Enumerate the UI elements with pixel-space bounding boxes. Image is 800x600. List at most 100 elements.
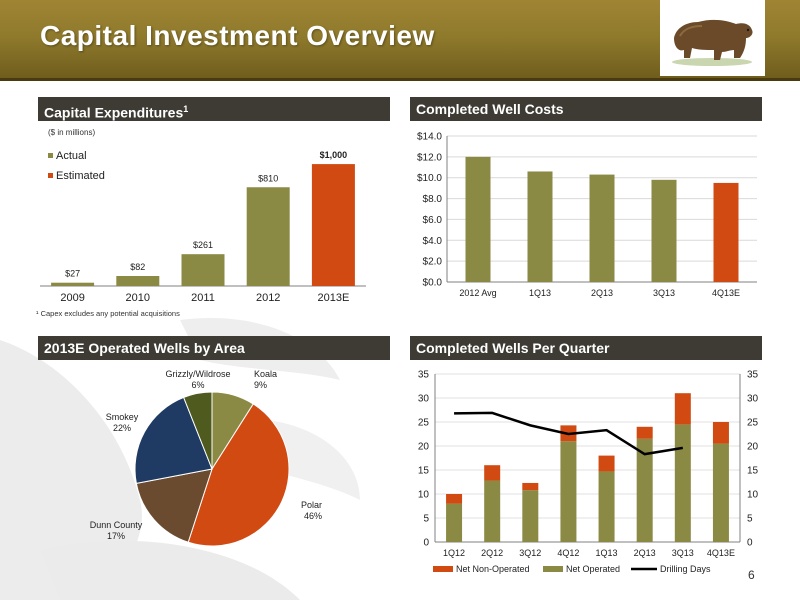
y2-tick-label: 20 <box>747 442 759 453</box>
data-label: $1,000 <box>320 150 348 160</box>
bar-net-operated <box>484 480 501 542</box>
y-tick-label: $4.0 <box>423 236 443 247</box>
legend-label: Actual <box>56 150 87 162</box>
data-label: $82 <box>130 262 145 272</box>
wells-per-quarter-chart: 0 0 5 5 10 10 15 15 20 20 25 25 30 30 35 35 1Q12 2Q12 3Q12… <box>418 370 759 575</box>
x-tick-label: 3Q13 <box>653 288 675 298</box>
bar-net-non-operated <box>636 426 653 439</box>
bar-net-operated <box>598 471 615 542</box>
bar <box>589 174 615 282</box>
legend-swatch <box>48 153 53 158</box>
y2-tick-label: 30 <box>747 394 759 405</box>
x-tick-label: 3Q13 <box>672 548 694 558</box>
bar-net-operated <box>674 424 691 542</box>
slice-label: Koala <box>254 369 277 379</box>
x-tick-label: 2012 Avg <box>459 288 496 298</box>
slice-percent: 46% <box>304 511 322 521</box>
pie-slice <box>183 391 213 470</box>
y2-tick-label: 35 <box>747 370 759 381</box>
legend-label: Estimated <box>56 170 105 182</box>
pie-slice <box>134 396 213 485</box>
bear-icon <box>672 19 753 66</box>
bar-net-non-operated <box>484 465 501 481</box>
well-costs-section-header: Completed Well Costs <box>410 97 762 121</box>
pie-slice <box>187 403 290 547</box>
y-tick-label: 30 <box>418 394 430 405</box>
slice-percent: 6% <box>191 380 204 390</box>
y2-tick-label: 0 <box>747 538 753 549</box>
banner-divider <box>0 78 800 81</box>
y2-tick-label: 25 <box>747 418 759 429</box>
x-tick-label: 1Q13 <box>529 288 551 298</box>
company-logo <box>660 0 765 76</box>
drilling-days-line <box>454 411 684 456</box>
x-tick-label: 3Q12 <box>519 548 541 558</box>
bar-net-non-operated <box>522 482 539 491</box>
well-costs-chart: $0.0 $2.0 $4.0 $6.0 $8.0 $10.0 $12.0 $14.0 2012 … <box>417 132 757 298</box>
capex-chart: $27 2009 $82 2010 $261 2011 $810 2012 $1,000 2013… <box>40 150 366 304</box>
bar-net-operated <box>446 503 463 542</box>
y-tick-label: 20 <box>418 442 430 453</box>
bar-net-operated <box>712 443 729 542</box>
x-tick-label: 2Q12 <box>481 548 503 558</box>
data-label: $27 <box>65 269 80 279</box>
bar <box>51 282 95 286</box>
legend-label: Drilling Days <box>660 564 711 574</box>
x-tick-label: 1Q13 <box>596 548 618 558</box>
slice-percent: 17% <box>107 531 125 541</box>
slice-percent: 22% <box>113 423 131 433</box>
x-tick-label: 2010 <box>126 292 150 304</box>
y-tick-label: 15 <box>418 466 430 477</box>
y-tick-label: $6.0 <box>423 215 443 226</box>
x-tick-label: 4Q12 <box>557 548 579 558</box>
slice-label: Smokey <box>106 412 139 422</box>
y-tick-label: $14.0 <box>417 132 442 143</box>
bar <box>713 182 739 282</box>
slice-label: Grizzly/Wildrose <box>165 369 230 379</box>
bar <box>246 187 290 286</box>
slice-label: Dunn County <box>90 520 143 530</box>
bar-net-non-operated <box>712 422 729 444</box>
page-title: Capital Investment Overview <box>40 20 435 51</box>
x-tick-label: 2Q13 <box>591 288 613 298</box>
y-tick-label: 35 <box>418 370 430 381</box>
y2-tick-label: 10 <box>747 490 759 501</box>
wells-per-quarter-section-header: Completed Wells Per Quarter <box>410 336 762 360</box>
legend-label: Net Operated <box>566 564 620 574</box>
y-tick-label: 10 <box>418 490 430 501</box>
legend-swatch <box>48 173 53 178</box>
y-tick-label: 0 <box>423 538 429 549</box>
x-tick-label: 1Q12 <box>443 548 465 558</box>
x-tick-label: 2Q13 <box>634 548 656 558</box>
footnote-marker: 1 <box>183 104 189 114</box>
slice-percent: 9% <box>254 380 267 390</box>
x-tick-label: 4Q13E <box>712 288 740 298</box>
legend-swatch <box>433 566 453 572</box>
legend-label: Net Non-Operated <box>456 564 530 574</box>
bar <box>651 179 677 282</box>
capex-footnote: ¹ Capex excludes any potential acquisiti… <box>36 309 180 318</box>
y-tick-label: $0.0 <box>423 278 443 289</box>
y-tick-label: $12.0 <box>417 152 442 163</box>
y2-tick-label: 15 <box>747 466 759 477</box>
bar-net-non-operated <box>598 455 615 472</box>
y-tick-label: $2.0 <box>423 257 443 268</box>
x-tick-label: 2009 <box>60 292 84 304</box>
wells-by-area-section-header: 2013E Operated Wells by Area <box>38 336 390 360</box>
data-label: $261 <box>193 240 213 250</box>
y-tick-label: $10.0 <box>417 173 442 184</box>
y2-tick-label: 5 <box>747 514 753 525</box>
capex-units-note: ($ in millions) <box>48 128 96 137</box>
y-tick-label: 5 <box>423 514 429 525</box>
bar <box>116 276 160 286</box>
capex-section-header: Capital Expenditures1 <box>38 97 390 121</box>
bar-net-operated <box>522 490 539 542</box>
bar-net-operated <box>636 438 653 542</box>
x-tick-label: 2011 <box>191 292 215 304</box>
bar-net-operated <box>560 441 577 542</box>
slice-label: Polar <box>301 500 322 510</box>
bar <box>181 254 225 286</box>
bar-net-non-operated <box>446 494 463 504</box>
x-tick-label: 2013E <box>317 292 349 304</box>
